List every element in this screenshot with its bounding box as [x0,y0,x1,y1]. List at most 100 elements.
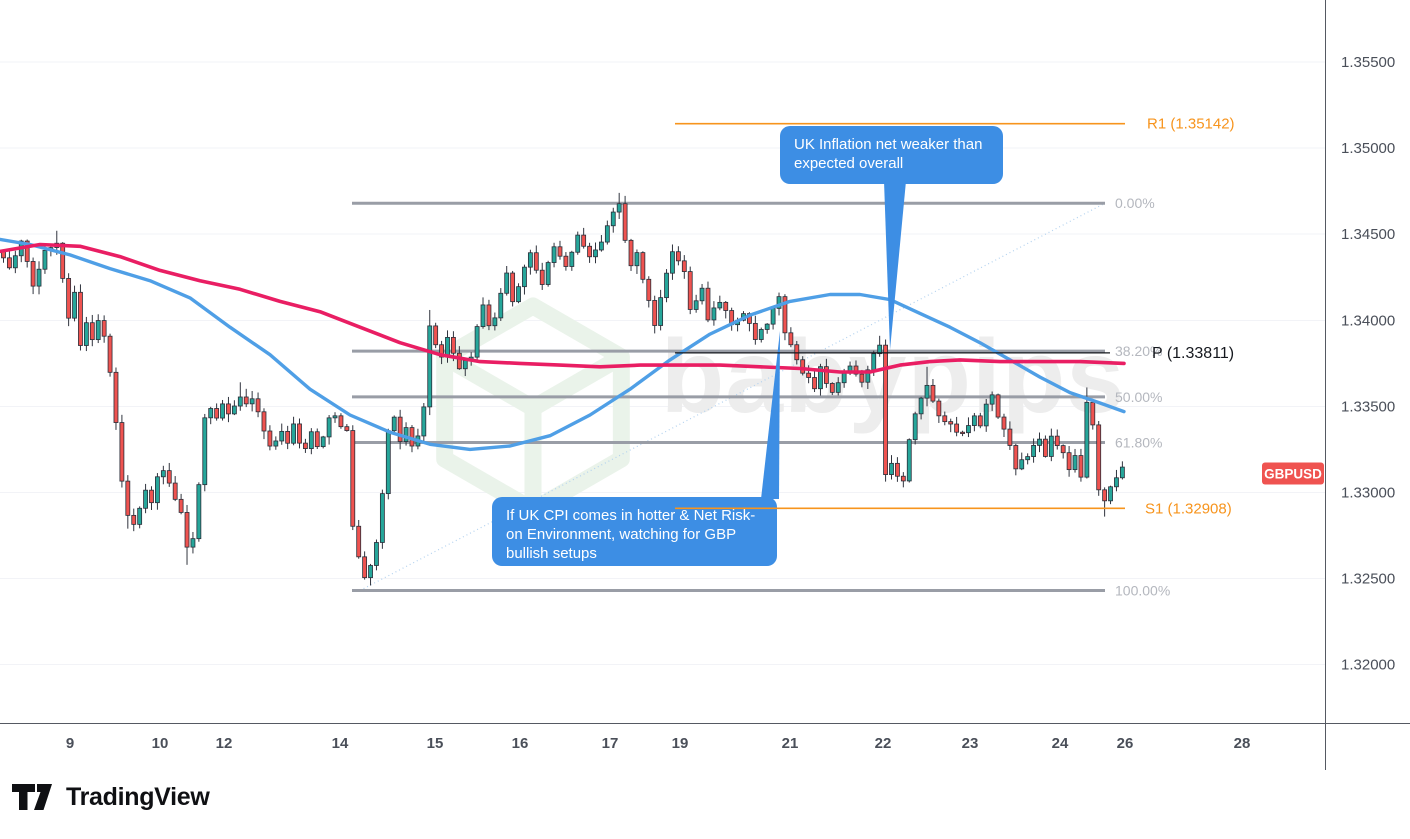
candle [1090,401,1096,426]
price-axis[interactable]: 1.35500 1.35000 1.34500 1.34000 1.33500 1.330… [1341,54,1395,674]
candle [877,344,883,355]
fib-level-label: 38.20% [1115,343,1162,359]
callout-uk-inflation-text: UK Inflation net weaker than expected ov… [794,136,983,172]
candle [356,525,362,558]
candle [172,482,178,500]
candle [125,480,131,516]
candle [166,470,172,484]
candle [776,296,782,309]
price-axis-label: 1.35000 [1341,140,1395,157]
candle [823,366,829,384]
axes [0,0,1410,770]
candle [255,398,261,413]
candle [72,291,77,319]
candle [989,394,995,405]
candle [971,415,977,426]
candle [752,322,758,340]
candle [788,332,794,346]
candle [12,255,18,269]
candle [646,278,652,301]
candle [498,292,504,319]
candle [895,462,900,477]
candle [924,384,930,399]
candle [30,261,36,287]
candle [1043,438,1048,457]
candle [350,430,356,527]
candle [1108,486,1113,502]
candle [527,252,533,268]
candle [190,538,196,548]
candle [379,493,385,543]
candle [332,415,338,419]
candle [1096,424,1102,491]
candle [587,245,592,258]
price-axis-label: 1.33500 [1341,398,1395,415]
candle [326,417,332,438]
tradingview-logo-text: TradingView [66,782,210,811]
candle [338,415,344,428]
time-axis[interactable]: 9 10 12 14 15 16 17 19 21 22 23 24 26 28 [66,735,1251,752]
candle [1001,416,1007,430]
candle [1054,435,1060,447]
babypips-watermark-text: babypips [661,319,1126,435]
candle [202,417,208,486]
candle [1031,445,1036,457]
candle [374,542,379,566]
candle [303,442,308,449]
candle [806,372,812,378]
fib-retracement[interactable]: 0.00% 38.20% 50.00% 61.80% 100.00% [352,195,1170,598]
candle [812,377,817,390]
callout-uk-inflation[interactable]: UK Inflation net weaker than expected ov… [780,126,1003,184]
candle [871,353,877,371]
candle [664,272,669,299]
time-axis-label: 16 [512,735,529,752]
candle [1007,428,1013,446]
fib-level-label: 0.00% [1115,195,1155,211]
candle [818,366,823,390]
candle [628,239,634,267]
candle [770,307,776,325]
fib-level-label: 61.80% [1115,435,1162,451]
candle [717,301,723,309]
candle [930,384,936,402]
candle [344,426,350,431]
candle [545,262,551,285]
candle [764,323,770,330]
candle [758,329,764,340]
candle [1025,456,1031,461]
tradingview-logo[interactable]: TradingView [10,782,210,812]
candle [599,241,604,251]
candle [539,269,545,285]
candle [285,431,291,444]
candle [859,373,865,383]
ma-blue-line [0,237,1126,452]
candle [865,369,871,383]
candle [131,514,137,525]
candle [782,296,788,334]
price-axis-label: 1.35500 [1341,54,1395,71]
time-axis-label: 14 [332,735,349,752]
candle [693,300,699,310]
candle [711,307,717,321]
candle [480,304,486,327]
candle [113,371,119,423]
candle [1072,455,1078,471]
fib-level-label: 100.00% [1115,582,1170,598]
candle [977,415,983,427]
candle [456,352,462,370]
candle [622,203,628,241]
candle [24,240,30,262]
candle [912,413,918,441]
time-axis-label: 9 [66,735,74,752]
candle [368,565,373,579]
candle [1037,438,1042,446]
candle [474,326,480,358]
candle [569,251,575,267]
candle [1102,489,1108,502]
callout-uk-cpi[interactable]: If UK CPI comes in hotter & Net Risk-on … [492,497,777,566]
candle [634,252,640,267]
candle [995,394,1001,418]
candle [279,431,285,442]
candle [853,365,859,375]
